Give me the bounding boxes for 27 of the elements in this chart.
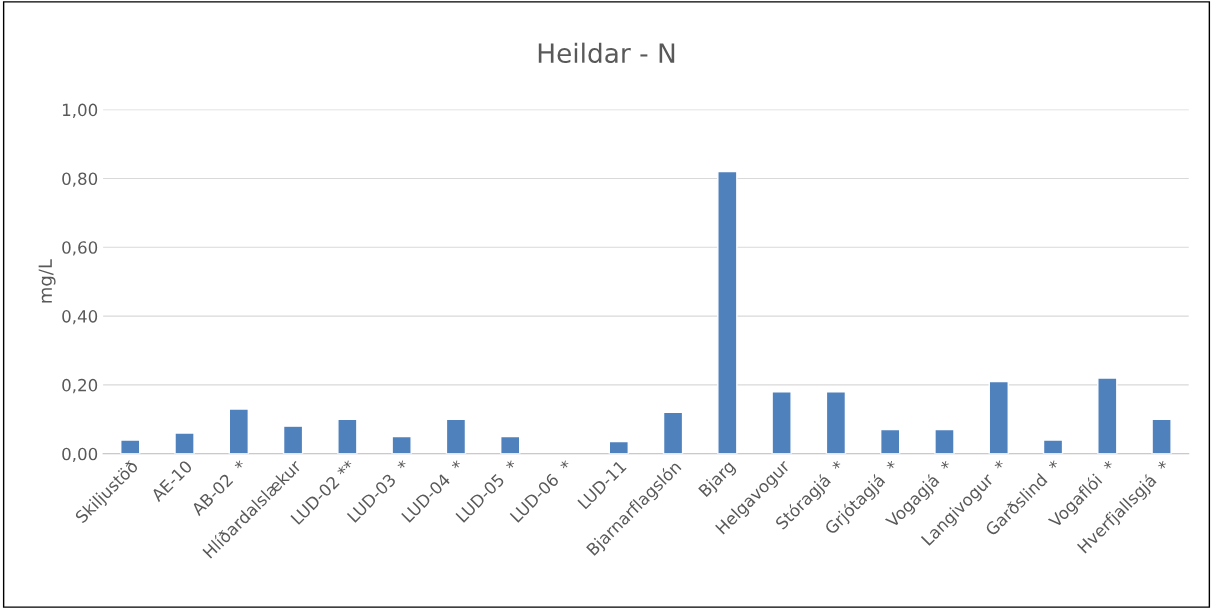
bar xyxy=(445,418,467,454)
y-tick-label: 0,60 xyxy=(62,241,98,256)
y-tick-label: 0,40 xyxy=(62,310,98,325)
bar xyxy=(1042,439,1064,454)
y-tick-label: 0,00 xyxy=(62,447,98,462)
bar xyxy=(717,170,738,454)
bar xyxy=(282,425,304,454)
bar xyxy=(662,411,684,454)
bar xyxy=(228,408,250,454)
bar xyxy=(608,440,629,454)
bar xyxy=(988,380,1009,454)
bar xyxy=(1151,418,1172,454)
y-axis-title: mg/L xyxy=(38,259,56,303)
bar xyxy=(120,439,141,454)
bar xyxy=(825,391,847,454)
y-tick-label: 0,80 xyxy=(62,172,98,187)
bar xyxy=(1097,377,1118,454)
bar xyxy=(337,418,358,454)
bar xyxy=(500,435,521,454)
bar xyxy=(174,432,195,454)
bar xyxy=(934,428,955,454)
bar xyxy=(879,428,901,454)
y-tick-label: 1,00 xyxy=(62,103,98,118)
chart-title: Heildar - N xyxy=(538,42,675,64)
y-tick-label: 0,20 xyxy=(62,378,98,394)
bar xyxy=(771,391,792,454)
bar xyxy=(391,435,412,454)
